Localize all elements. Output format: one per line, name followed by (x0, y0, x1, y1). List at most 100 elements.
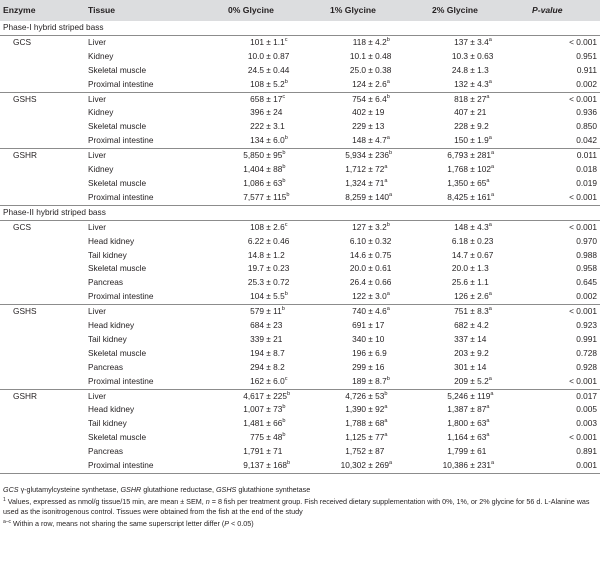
value-cell-g0: 7,577 ± 115b (228, 191, 330, 205)
significance-letter: a (488, 135, 492, 142)
value-cell-g2: 209 ± 5.2a (432, 375, 532, 389)
tissue-name: Skeletal muscle (88, 121, 147, 132)
value-text: 751 (454, 306, 468, 317)
table-row: Pancreas 1,791 ± 71 1,752 ± 87 1,799 ± 61 0.… (0, 445, 600, 459)
footnote-values: 1 Values, expressed as nmol/g tissue/15 … (3, 497, 597, 518)
value-cell-g2: 1,350 ± 65a (432, 177, 532, 191)
enzyme-cell-empty (0, 78, 88, 92)
value-cell-g0: 294 ± 8.2 (228, 361, 330, 375)
value-text: 1,350 (447, 177, 468, 188)
value-text: 20.0 (349, 263, 366, 274)
value-error: ± 2.6 (468, 291, 489, 302)
table-row: Tail kidney 339 ± 21 340 ± 10 337 ± 14 0.991 (0, 333, 600, 347)
value-text: 4,726 (345, 390, 366, 401)
value-cell-g0: 194 ± 8.7 (228, 347, 330, 361)
significance-letter: b (282, 150, 286, 157)
value-error: ± 225 (264, 390, 288, 401)
significance-letter: b (286, 191, 290, 198)
value-cell-g2: 818 ± 27a (432, 92, 532, 106)
value-error: ± 6.9 (366, 347, 387, 358)
enzyme-cell-empty (0, 106, 88, 120)
value-error: ± 102 (468, 164, 492, 175)
p-value: 0.003 (576, 418, 597, 429)
value-text: 1,390 (345, 404, 366, 415)
significance-letter: c (284, 221, 288, 228)
abbr-definition: glutathione reductase, (141, 485, 216, 494)
tissue-name: Proximal intestine (88, 460, 154, 471)
value-error: ± 1.9 (468, 135, 489, 146)
value-cell-g2: 1,799 ± 61 (432, 445, 532, 459)
tissue-name: Skeletal muscle (88, 347, 147, 358)
tissue-name: Head kidney (88, 404, 135, 415)
value-error: ± 0.61 (366, 263, 392, 274)
value-text: 229 (352, 121, 366, 132)
value-text: 4,617 (243, 390, 264, 401)
significance-letter: a (389, 191, 393, 198)
value-cell-g2: 1,800 ± 63a (432, 417, 532, 431)
p-value: < 0.001 (569, 93, 597, 104)
value-error: ± 73 (264, 404, 283, 415)
value-error: ± 3.4 (468, 36, 489, 47)
value-error: ± 115 (264, 191, 287, 202)
abbr-term: GSHR (120, 485, 142, 494)
abbr-term: GCS (3, 485, 19, 494)
value-cell-g1: 1,788 ± 68a (330, 417, 432, 431)
significance-letter: a (488, 36, 492, 43)
value-text: 124 (352, 78, 366, 89)
p-value: 0.728 (576, 347, 597, 358)
value-cell-g1: 189 ± 8.7b (330, 375, 432, 389)
value-cell-g0: 1,404 ± 88b (228, 163, 330, 177)
enzyme-cell-empty (0, 50, 88, 64)
significance-letter: b (384, 390, 388, 397)
value-cell-g0: 134 ± 6.0b (228, 134, 330, 148)
value-error: ± 68 (366, 418, 385, 429)
tissue-name: Proximal intestine (88, 78, 154, 89)
tissue-name: Skeletal muscle (88, 263, 147, 274)
value-text: 26.4 (349, 277, 366, 288)
value-text: 25.3 (247, 277, 264, 288)
value-error: ± 5.2 (468, 375, 489, 386)
value-text: 1,712 (345, 164, 366, 175)
value-cell-g1: 122 ± 3.0a (330, 290, 432, 304)
value-text: 10,302 (340, 460, 366, 471)
p-value: 0.017 (576, 390, 597, 401)
table-row: Skeletal muscle 194 ± 8.7 196 ± 6.9 203 ± 9… (0, 347, 600, 361)
value-cell-g2: 337 ± 14 (432, 333, 532, 347)
value-text: 104 (250, 291, 264, 302)
value-error: ± 48 (264, 432, 283, 443)
significance-letter: b (282, 404, 286, 411)
value-text: 1,791 (243, 446, 264, 457)
value-text: 122 (352, 291, 366, 302)
significance-letter: a (488, 78, 492, 85)
value-error: ± 21 (264, 333, 283, 344)
significance-letter: b (386, 375, 390, 382)
table-body: Phase-I hybrid striped bass GCS Liver 101 ±… (0, 21, 600, 474)
significance-letter: a (384, 177, 388, 184)
value-cell-g2: 126 ± 2.6a (432, 290, 532, 304)
value-error: ± 0.23 (468, 235, 494, 246)
value-cell-g2: 24.8 ± 1.3 (432, 64, 532, 78)
value-cell-g2: 148 ± 4.3a (432, 220, 532, 234)
table-row: Proximal intestine 162 ± 6.0c 189 ± 8.7b 20… (0, 375, 600, 390)
value-cell-g1: 124 ± 2.6a (330, 78, 432, 92)
section-title: Phase-I hybrid striped bass (3, 22, 104, 32)
tissue-name: Head kidney (88, 235, 135, 246)
p-value: 0.018 (576, 164, 597, 175)
tissue-name: Skeletal muscle (88, 432, 147, 443)
p-value: 0.928 (576, 361, 597, 372)
value-text: 6,793 (447, 150, 468, 161)
value-text: 337 (454, 333, 468, 344)
value-text: 126 (454, 291, 468, 302)
value-cell-g2: 203 ± 9.2 (432, 347, 532, 361)
value-error: ± 6.0 (264, 135, 285, 146)
value-cell-g0: 339 ± 21 (228, 333, 330, 347)
value-cell-g2: 407 ± 21 (432, 106, 532, 120)
enzyme-cell-empty (0, 403, 88, 417)
value-error: ± 17 (366, 320, 385, 331)
significance-letter: a (384, 404, 388, 411)
value-error: ± 3.2 (366, 221, 387, 232)
value-text: 8,259 (345, 191, 366, 202)
value-text: 1,800 (447, 418, 468, 429)
footnote-text: < 0.05) (229, 518, 254, 528)
table-row: Kidney 396 ± 24 402 ± 19 407 ± 21 0.936 (0, 106, 600, 120)
